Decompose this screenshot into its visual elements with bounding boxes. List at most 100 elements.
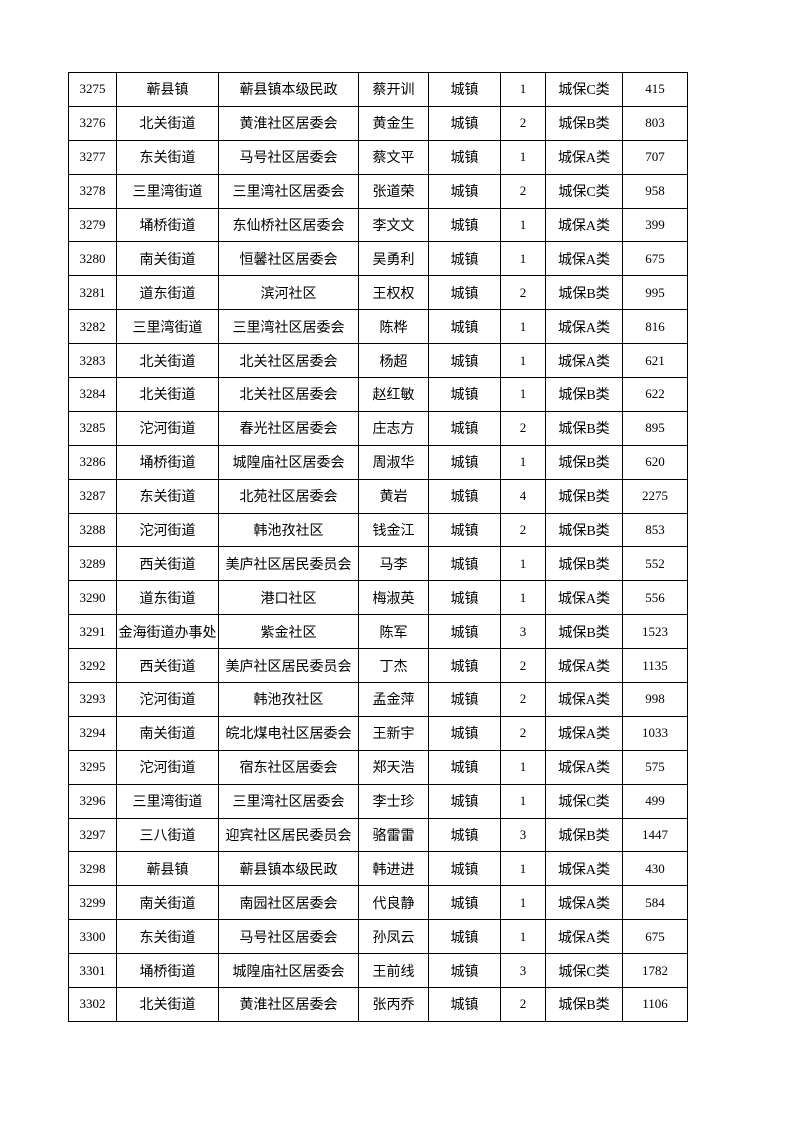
row-id: 3301	[68, 953, 117, 989]
table-row: 3278 三里湾街道 三里湾社区居委会 张道荣 城镇 2 城保C类 958	[68, 173, 688, 209]
area-type: 城镇	[428, 410, 501, 446]
amount: 995	[622, 275, 688, 311]
household-count: 2	[500, 173, 546, 209]
household-count: 2	[500, 410, 546, 446]
insurance-class: 城保B类	[545, 105, 623, 141]
table-row: 3292 西关街道 美庐社区居民委员会 丁杰 城镇 2 城保A类 1135	[68, 648, 688, 684]
person-name: 王新宇	[358, 715, 429, 751]
street: 三里湾街道	[116, 783, 219, 819]
person-name: 钱金江	[358, 512, 429, 548]
table-row: 3281 道东街道 滨河社区 王权权 城镇 2 城保B类 995	[68, 275, 688, 311]
person-name: 骆雷雷	[358, 817, 429, 853]
community: 蕲县镇本级民政	[218, 72, 359, 107]
area-type: 城镇	[428, 546, 501, 582]
row-id: 3297	[68, 817, 117, 853]
household-count: 1	[500, 139, 546, 175]
community: 城隍庙社区居委会	[218, 444, 359, 480]
household-count: 1	[500, 580, 546, 616]
table-row: 3284 北关街道 北关社区居委会 赵红敏 城镇 1 城保B类 622	[68, 377, 688, 412]
person-name: 代良静	[358, 885, 429, 921]
table-row: 3301 埇桥街道 城隍庙社区居委会 王前线 城镇 3 城保C类 1782	[68, 953, 688, 989]
community: 北关社区居委会	[218, 343, 359, 379]
table-row: 3300 东关街道 马号社区居委会 孙凤云 城镇 1 城保A类 675	[68, 919, 688, 955]
street: 道东街道	[116, 580, 219, 616]
community: 三里湾社区居委会	[218, 783, 359, 819]
table-row: 3283 北关街道 北关社区居委会 杨超 城镇 1 城保A类 621	[68, 343, 688, 379]
area-type: 城镇	[428, 139, 501, 175]
insurance-class: 城保A类	[545, 919, 623, 955]
amount: 1782	[622, 953, 688, 989]
street: 东关街道	[116, 139, 219, 175]
person-name: 赵红敏	[358, 377, 429, 412]
household-count: 2	[500, 715, 546, 751]
community: 美庐社区居民委员会	[218, 648, 359, 684]
insurance-class: 城保A类	[545, 241, 623, 277]
row-id: 3293	[68, 682, 117, 717]
area-type: 城镇	[428, 207, 501, 243]
household-count: 2	[500, 275, 546, 311]
insurance-class: 城保A类	[545, 309, 623, 345]
person-name: 梅淑英	[358, 580, 429, 616]
community: 皖北煤电社区居委会	[218, 715, 359, 751]
row-id: 3299	[68, 885, 117, 921]
amount: 430	[622, 851, 688, 887]
table-row: 3286 埇桥街道 城隍庙社区居委会 周淑华 城镇 1 城保B类 620	[68, 444, 688, 480]
area-type: 城镇	[428, 173, 501, 209]
person-name: 吴勇利	[358, 241, 429, 277]
community: 北苑社区居委会	[218, 478, 359, 514]
amount: 958	[622, 173, 688, 209]
row-id: 3289	[68, 546, 117, 582]
area-type: 城镇	[428, 72, 501, 107]
area-type: 城镇	[428, 105, 501, 141]
street: 沱河街道	[116, 682, 219, 717]
amount: 575	[622, 749, 688, 785]
person-name: 黄金生	[358, 105, 429, 141]
street: 蕲县镇	[116, 72, 219, 107]
insurance-class: 城保B类	[545, 444, 623, 480]
person-name: 郑天浩	[358, 749, 429, 785]
amount: 707	[622, 139, 688, 175]
amount: 552	[622, 546, 688, 582]
street: 南关街道	[116, 241, 219, 277]
person-name: 杨超	[358, 343, 429, 379]
household-count: 3	[500, 614, 546, 650]
table-row: 3288 沱河街道 韩池孜社区 钱金江 城镇 2 城保B类 853	[68, 512, 688, 548]
amount: 584	[622, 885, 688, 921]
area-type: 城镇	[428, 885, 501, 921]
amount: 556	[622, 580, 688, 616]
table-row: 3287 东关街道 北苑社区居委会 黄岩 城镇 4 城保B类 2275	[68, 478, 688, 514]
row-id: 3302	[68, 987, 117, 1022]
household-count: 2	[500, 512, 546, 548]
insurance-class: 城保A类	[545, 749, 623, 785]
household-count: 2	[500, 105, 546, 141]
household-count: 1	[500, 72, 546, 107]
insurance-class: 城保B类	[545, 377, 623, 412]
insurance-class: 城保C类	[545, 783, 623, 819]
community: 东仙桥社区居委会	[218, 207, 359, 243]
row-id: 3296	[68, 783, 117, 819]
street: 三里湾街道	[116, 173, 219, 209]
area-type: 城镇	[428, 444, 501, 480]
row-id: 3290	[68, 580, 117, 616]
insurance-class: 城保B类	[545, 275, 623, 311]
insurance-class: 城保B类	[545, 478, 623, 514]
community: 恒馨社区居委会	[218, 241, 359, 277]
insurance-class: 城保B类	[545, 614, 623, 650]
amount: 998	[622, 682, 688, 717]
table-row: 3285 沱河街道 春光社区居委会 庄志方 城镇 2 城保B类 895	[68, 410, 688, 446]
community: 美庐社区居民委员会	[218, 546, 359, 582]
community: 三里湾社区居委会	[218, 173, 359, 209]
person-name: 周淑华	[358, 444, 429, 480]
table-row: 3297 三八街道 迎宾社区居民委员会 骆雷雷 城镇 3 城保B类 1447	[68, 817, 688, 853]
row-id: 3292	[68, 648, 117, 684]
table-row: 3302 北关街道 黄淮社区居委会 张丙乔 城镇 2 城保B类 1106	[68, 987, 688, 1022]
table-row: 3277 东关街道 马号社区居委会 蔡文平 城镇 1 城保A类 707	[68, 139, 688, 175]
table-row: 3290 道东街道 港口社区 梅淑英 城镇 1 城保A类 556	[68, 580, 688, 616]
table-row: 3275 蕲县镇 蕲县镇本级民政 蔡开训 城镇 1 城保C类 415	[68, 72, 688, 107]
person-name: 王权权	[358, 275, 429, 311]
amount: 415	[622, 72, 688, 107]
area-type: 城镇	[428, 953, 501, 989]
community: 韩池孜社区	[218, 682, 359, 717]
insurance-class: 城保A类	[545, 648, 623, 684]
community: 北关社区居委会	[218, 377, 359, 412]
